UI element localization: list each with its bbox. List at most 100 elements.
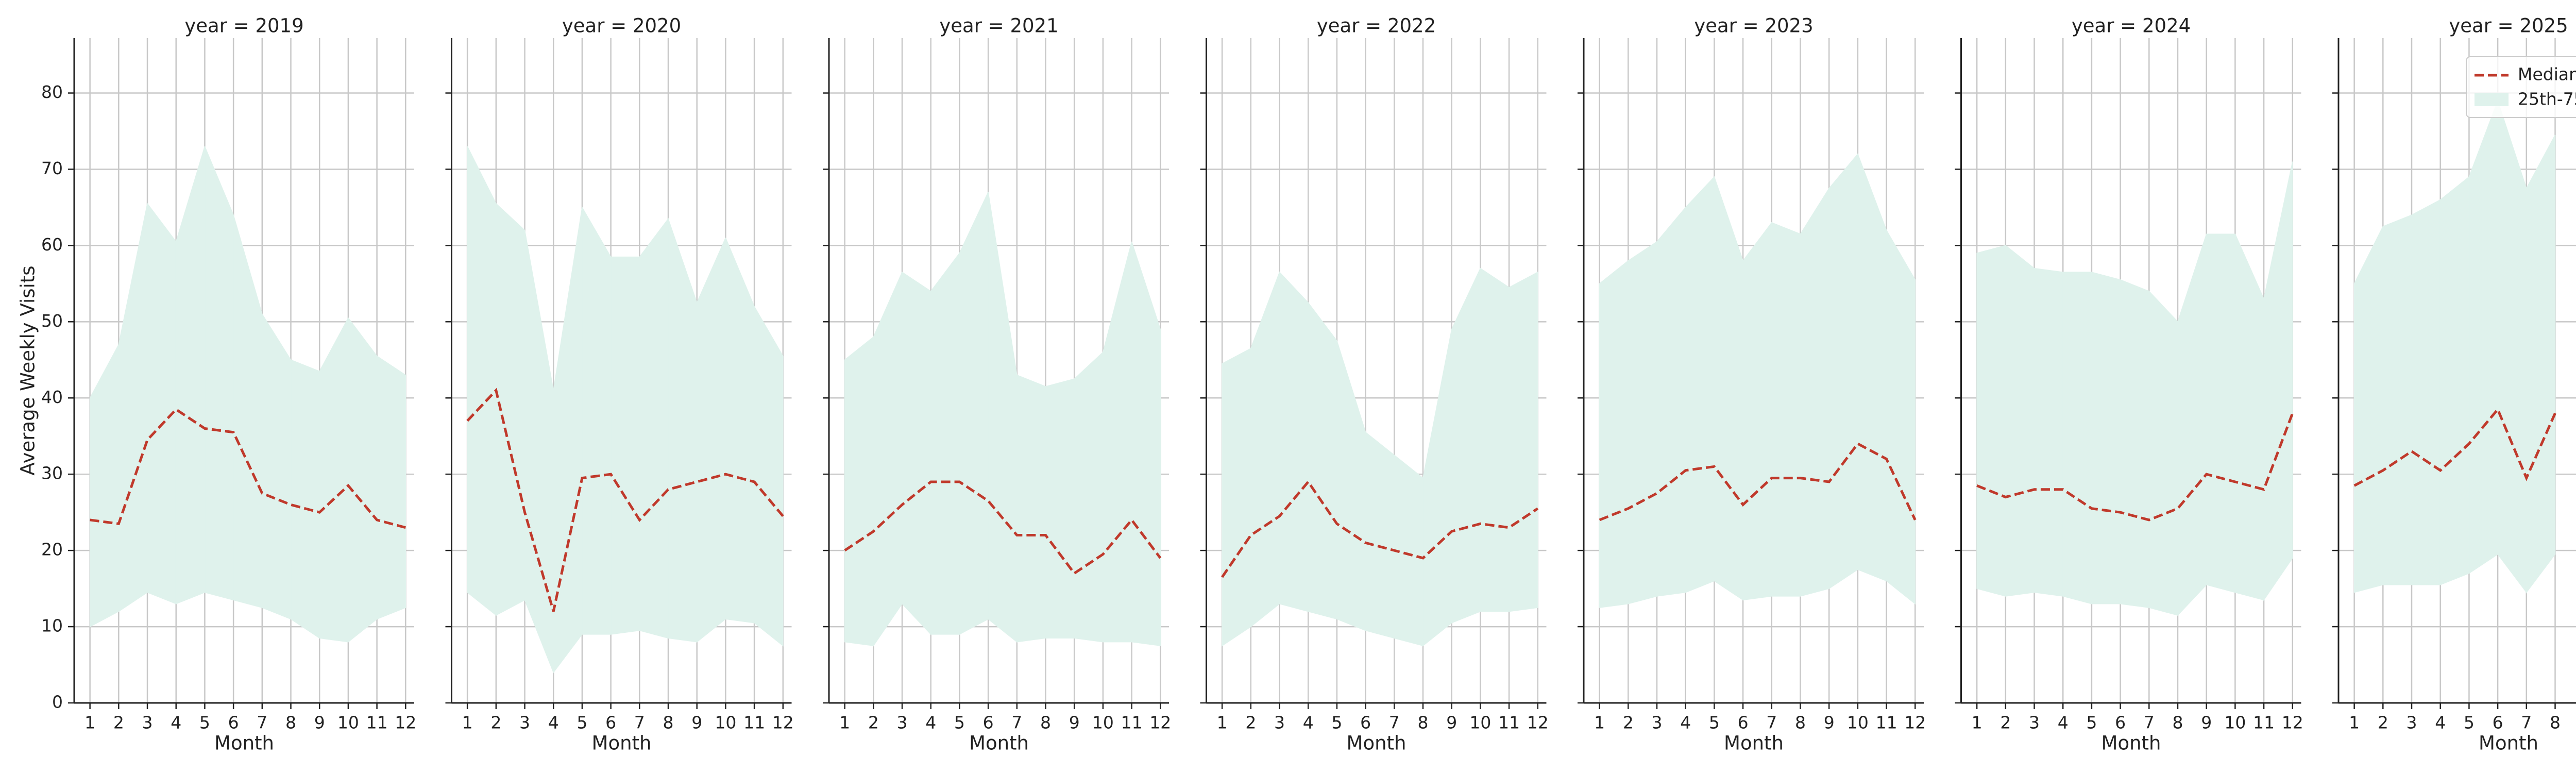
x-tick-label: 10 — [1469, 713, 1491, 733]
x-axis-label: Month — [1724, 732, 1784, 754]
percentile-band — [2353, 226, 2384, 593]
x-tick-label: 7 — [634, 713, 645, 733]
percentile-band — [290, 359, 320, 639]
x-tick-label: 1 — [1972, 713, 1982, 733]
percentile-band — [2177, 233, 2207, 616]
x-tick-label: 12 — [2282, 713, 2303, 733]
y-tick-label: 40 — [41, 387, 63, 407]
x-tick-label: 2 — [490, 713, 501, 733]
x-tick-label: 3 — [897, 713, 908, 733]
x-tick-label: 2 — [868, 713, 879, 733]
x-tick-label: 11 — [1498, 713, 1520, 733]
x-tick-label: 5 — [199, 713, 210, 733]
x-axis-label: Month — [969, 732, 1029, 754]
median-line — [1976, 412, 2294, 522]
x-tick-label: 12 — [1527, 713, 1549, 733]
percentile-band — [1336, 341, 1366, 631]
x-axis-label: Month — [2479, 732, 2538, 754]
percentile-band — [1103, 241, 1132, 643]
median-line — [1221, 479, 1539, 578]
percentile-band — [2234, 233, 2264, 601]
percentile-band — [2062, 272, 2092, 604]
x-axis-label: Month — [214, 732, 274, 754]
percentile-band — [1685, 176, 1715, 593]
x-tick-label: 3 — [1274, 713, 1285, 733]
x-tick-label: 6 — [1360, 713, 1371, 733]
percentile-band — [524, 230, 554, 673]
x-tick-label: 2 — [1245, 713, 1256, 733]
median-line — [844, 480, 1162, 575]
x-tick-label: 12 — [395, 713, 416, 733]
x-tick-label: 11 — [2253, 713, 2275, 733]
x-tick-label: 2 — [2378, 713, 2388, 733]
y-axis-label: Average Weekly Visits — [17, 265, 39, 475]
percentile-band — [1628, 241, 1657, 604]
x-tick-label: 11 — [366, 713, 388, 733]
y-tick-label: 10 — [41, 616, 63, 636]
x-tick-label: 7 — [2144, 713, 2155, 733]
x-tick-label: 1 — [839, 713, 850, 733]
x-tick-label: 6 — [1738, 713, 1749, 733]
percentile-band — [2382, 214, 2412, 585]
percentile-band — [2120, 279, 2150, 608]
facet-title: year = 2024 — [2072, 15, 2191, 37]
percentile-band — [1599, 260, 1629, 608]
x-tick-label: 4 — [2435, 713, 2446, 733]
percentile-band — [2148, 290, 2178, 616]
median-line — [2353, 407, 2556, 487]
x-tick-label: 1 — [84, 713, 95, 733]
percentile-band — [1976, 245, 2006, 597]
legend-swatch — [2475, 93, 2509, 106]
x-tick-label: 12 — [1904, 713, 1926, 733]
percentile-band — [1714, 177, 1743, 601]
percentile-band — [1857, 154, 1887, 582]
percentile-band — [610, 256, 640, 635]
percentile-band — [696, 238, 726, 643]
percentile-band — [262, 312, 292, 620]
x-tick-label: 10 — [715, 713, 736, 733]
x-axis-label: Month — [2102, 732, 2161, 754]
percentile-band — [1656, 206, 1686, 597]
percentile-band — [2468, 100, 2498, 574]
percentile-band — [1422, 329, 1452, 647]
y-tick-label: 20 — [41, 540, 63, 560]
percentile-band — [959, 192, 989, 635]
x-tick-label: 3 — [2029, 713, 2040, 733]
x-tick-label: 9 — [2201, 713, 2212, 733]
percentile-band — [582, 206, 612, 635]
x-tick-label: 9 — [1446, 713, 1457, 733]
x-tick-label: 8 — [663, 713, 674, 733]
facet-title: year = 2020 — [562, 15, 681, 37]
percentile-band — [754, 305, 784, 647]
x-tick-label: 8 — [1418, 713, 1429, 733]
x-tick-label: 6 — [983, 713, 994, 733]
percentile-band — [2005, 244, 2035, 597]
x-tick-label: 7 — [1766, 713, 1777, 733]
percentile-band — [1509, 271, 1538, 612]
x-tick-label: 8 — [2173, 713, 2183, 733]
facet-title: year = 2022 — [1317, 15, 1436, 37]
median-line — [466, 388, 784, 612]
percentile-band — [1451, 268, 1481, 624]
x-tick-label: 8 — [285, 713, 296, 733]
x-tick-label: 7 — [257, 713, 267, 733]
y-tick-label: 80 — [41, 82, 63, 102]
x-tick-label: 2 — [2000, 713, 2011, 733]
x-tick-label: 4 — [548, 713, 559, 733]
percentile-band — [844, 336, 874, 646]
y-tick-label: 30 — [41, 463, 63, 483]
x-tick-label: 1 — [462, 713, 473, 733]
x-tick-label: 6 — [605, 713, 616, 733]
x-tick-label: 6 — [2115, 713, 2126, 733]
legend-label: Median — [2518, 64, 2576, 85]
facet-title: year = 2023 — [1694, 15, 1813, 37]
legend-label: 25th-75th Percentile — [2518, 89, 2576, 109]
facet-title: year = 2025 — [2449, 15, 2568, 37]
percentile-band — [1771, 222, 1801, 597]
x-tick-label: 9 — [691, 713, 702, 733]
